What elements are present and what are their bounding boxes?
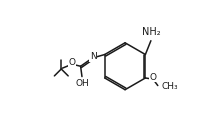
Text: NH₂: NH₂	[142, 27, 161, 37]
Text: OH: OH	[76, 79, 90, 88]
Text: CH₃: CH₃	[161, 82, 178, 91]
Text: N: N	[90, 52, 96, 61]
Text: O: O	[68, 58, 75, 67]
Text: O: O	[150, 73, 156, 82]
